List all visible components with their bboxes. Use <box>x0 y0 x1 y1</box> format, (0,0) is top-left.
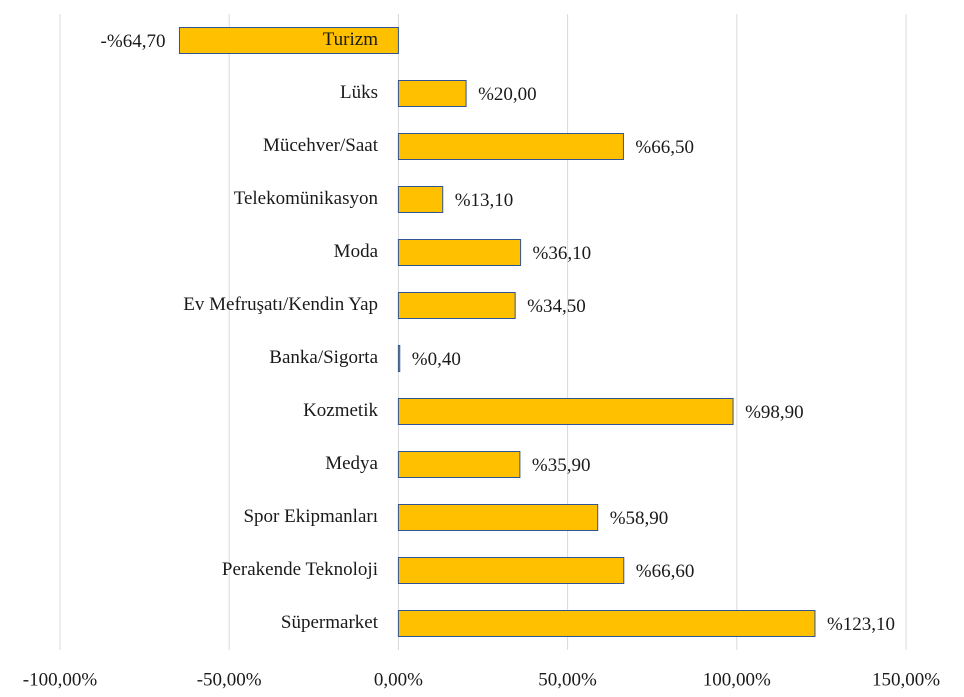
x-tick-label: -50,00% <box>197 669 262 690</box>
bar <box>397 80 467 107</box>
bar <box>397 557 625 584</box>
bar <box>397 504 599 531</box>
x-tick-label: 150,00% <box>872 669 940 690</box>
x-tick-label: 100,00% <box>703 669 771 690</box>
bar <box>397 292 516 319</box>
value-label: %98,90 <box>745 402 804 423</box>
category-label: Turizm <box>323 29 378 50</box>
category-label: Banka/Sigorta <box>269 347 378 368</box>
x-tick-label: -100,00% <box>23 669 98 690</box>
bar <box>178 27 399 54</box>
value-label: %58,90 <box>610 508 669 529</box>
bar <box>397 398 734 425</box>
bar <box>397 345 401 372</box>
category-label: Mücehver/Saat <box>263 135 379 156</box>
category-label: Spor Ekipmanları <box>243 506 378 527</box>
category-label: Medya <box>325 453 378 474</box>
value-label: %36,10 <box>533 243 592 264</box>
value-label: %66,50 <box>635 137 694 158</box>
value-label: %20,00 <box>478 84 537 105</box>
category-label: Ev Mefruşatı/Kendin Yap <box>183 294 378 315</box>
value-label: %35,90 <box>532 455 591 476</box>
bar <box>397 239 522 266</box>
value-label: %0,40 <box>412 349 461 370</box>
bar <box>397 610 816 637</box>
x-tick-label: 50,00% <box>538 669 597 690</box>
category-label: Perakende Teknoloji <box>222 559 378 580</box>
bar <box>397 451 521 478</box>
bar <box>397 186 444 213</box>
value-label: %66,60 <box>636 561 695 582</box>
bar <box>397 133 624 160</box>
value-label: -%64,70 <box>101 31 166 52</box>
category-label: Moda <box>334 241 379 262</box>
category-label: Süpermarket <box>281 612 379 633</box>
x-tick-label: 0,00% <box>374 669 423 690</box>
value-label: %123,10 <box>827 614 895 635</box>
value-label: %13,10 <box>455 190 514 211</box>
category-label: Lüks <box>340 82 378 103</box>
value-label: %34,50 <box>527 296 586 317</box>
category-label: Telekomünikasyon <box>234 188 379 209</box>
category-label: Kozmetik <box>303 400 378 421</box>
